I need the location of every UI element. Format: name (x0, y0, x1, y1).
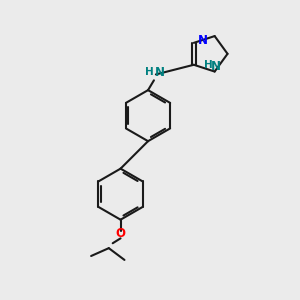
Text: H: H (204, 60, 213, 70)
Text: N: N (155, 66, 165, 79)
Text: N: N (211, 60, 220, 73)
Text: O: O (116, 227, 126, 240)
Text: H: H (145, 68, 154, 77)
Text: N: N (198, 34, 208, 47)
